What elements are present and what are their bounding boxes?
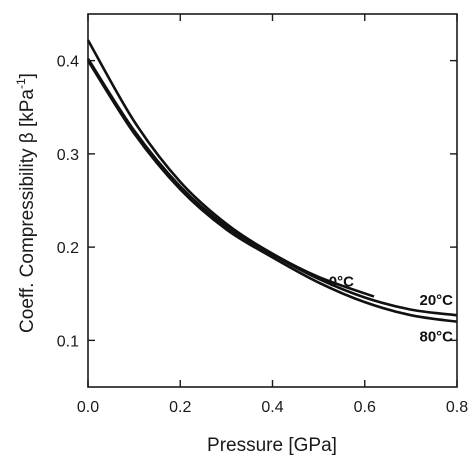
x-tick-label: 0.4 (261, 399, 283, 416)
x-tick-label: 0.6 (354, 399, 376, 416)
series-label: 0°C (329, 274, 354, 291)
y-tick-label: 0.1 (57, 333, 79, 350)
plot-frame (87, 13, 458, 388)
x-axis-title: Pressure [GPa] (207, 435, 337, 456)
y-tick-label: 0.4 (57, 54, 79, 71)
x-tick-label: 0.0 (77, 399, 99, 416)
axis-tick-labels: 0.0 0.2 0.4 0.6 0.8 0.1 0.2 0.3 0.4 (57, 54, 468, 416)
y-axis-title-end: ] (17, 73, 38, 78)
x-tick-label: 0.2 (169, 399, 191, 416)
x-tick-label: 0.8 (446, 399, 468, 416)
y-axis-title-superscript: -1 (14, 78, 28, 89)
y-tick-label: 0.3 (57, 147, 79, 164)
y-axis-title: Coeff. Compressibility β [kPa-1] (14, 73, 38, 333)
series-labels: 0°C 20°C 80°C (329, 274, 453, 346)
series-curves (86, 39, 458, 324)
y-axis-title-main: Coeff. Compressibility β [kPa (17, 89, 38, 333)
series-label: 20°C (419, 292, 453, 309)
series-label: 80°C (419, 329, 453, 346)
series-line (86, 39, 375, 298)
y-tick-label: 0.2 (57, 240, 79, 257)
axis-ticks (87, 14, 458, 387)
series-line (86, 59, 458, 324)
series-line (86, 58, 458, 317)
